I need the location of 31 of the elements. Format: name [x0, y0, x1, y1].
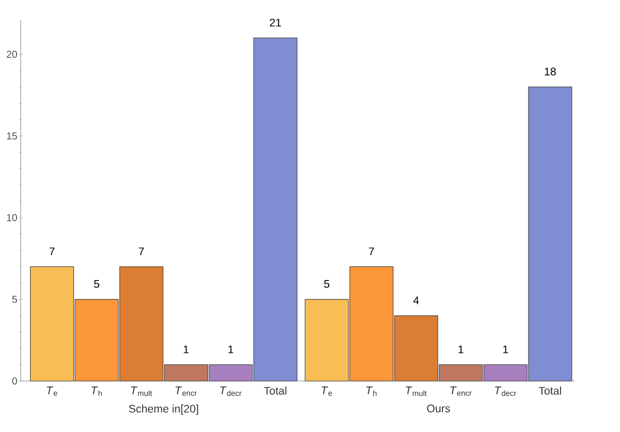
- data-label: 18: [544, 68, 556, 76]
- data-label: 4: [413, 296, 419, 304]
- data-label: 21: [270, 18, 281, 26]
- data-label: 5: [94, 280, 100, 288]
- data-label: 7: [50, 248, 55, 256]
- x-tick-label: T$_{e}$: [46, 386, 58, 396]
- data-label: 1: [503, 346, 508, 354]
- x-tick-label: T$_{encr}$: [450, 386, 472, 396]
- x-tick-label: T$_{h}$: [366, 386, 377, 396]
- data-label: 1: [228, 346, 234, 354]
- data-label: 1: [458, 346, 464, 354]
- y-tick-label: 20: [6, 50, 18, 58]
- x-tick-label: Total: [264, 386, 286, 395]
- y-tick-label: 5: [12, 296, 17, 303]
- data-label: 7: [138, 248, 144, 256]
- y-tick-label: 15: [7, 132, 17, 140]
- y-tick-label: 10: [7, 214, 18, 222]
- x-tick-label: T$_{mult}$: [406, 386, 427, 396]
- x-tick-label: T$_{decr}$: [220, 386, 242, 396]
- x-tick-label: Total: [538, 386, 562, 395]
- data-label: 1: [184, 346, 189, 354]
- x-tick-label: T$_{decr}$: [495, 386, 516, 396]
- y-tick-label: 0: [12, 377, 18, 385]
- x-tick-label: T$_{encr}$: [176, 386, 197, 396]
- data-label: 7: [368, 248, 374, 256]
- x-tick-label: T$_{mult}$: [131, 386, 152, 396]
- text: Ours: [427, 404, 450, 412]
- x-tick-label: T$_{e}$: [322, 386, 332, 396]
- x-tick-label: T$_{h}$: [92, 386, 102, 396]
- text: Scheme in[20]: [129, 404, 198, 415]
- data-label: 5: [324, 280, 330, 288]
